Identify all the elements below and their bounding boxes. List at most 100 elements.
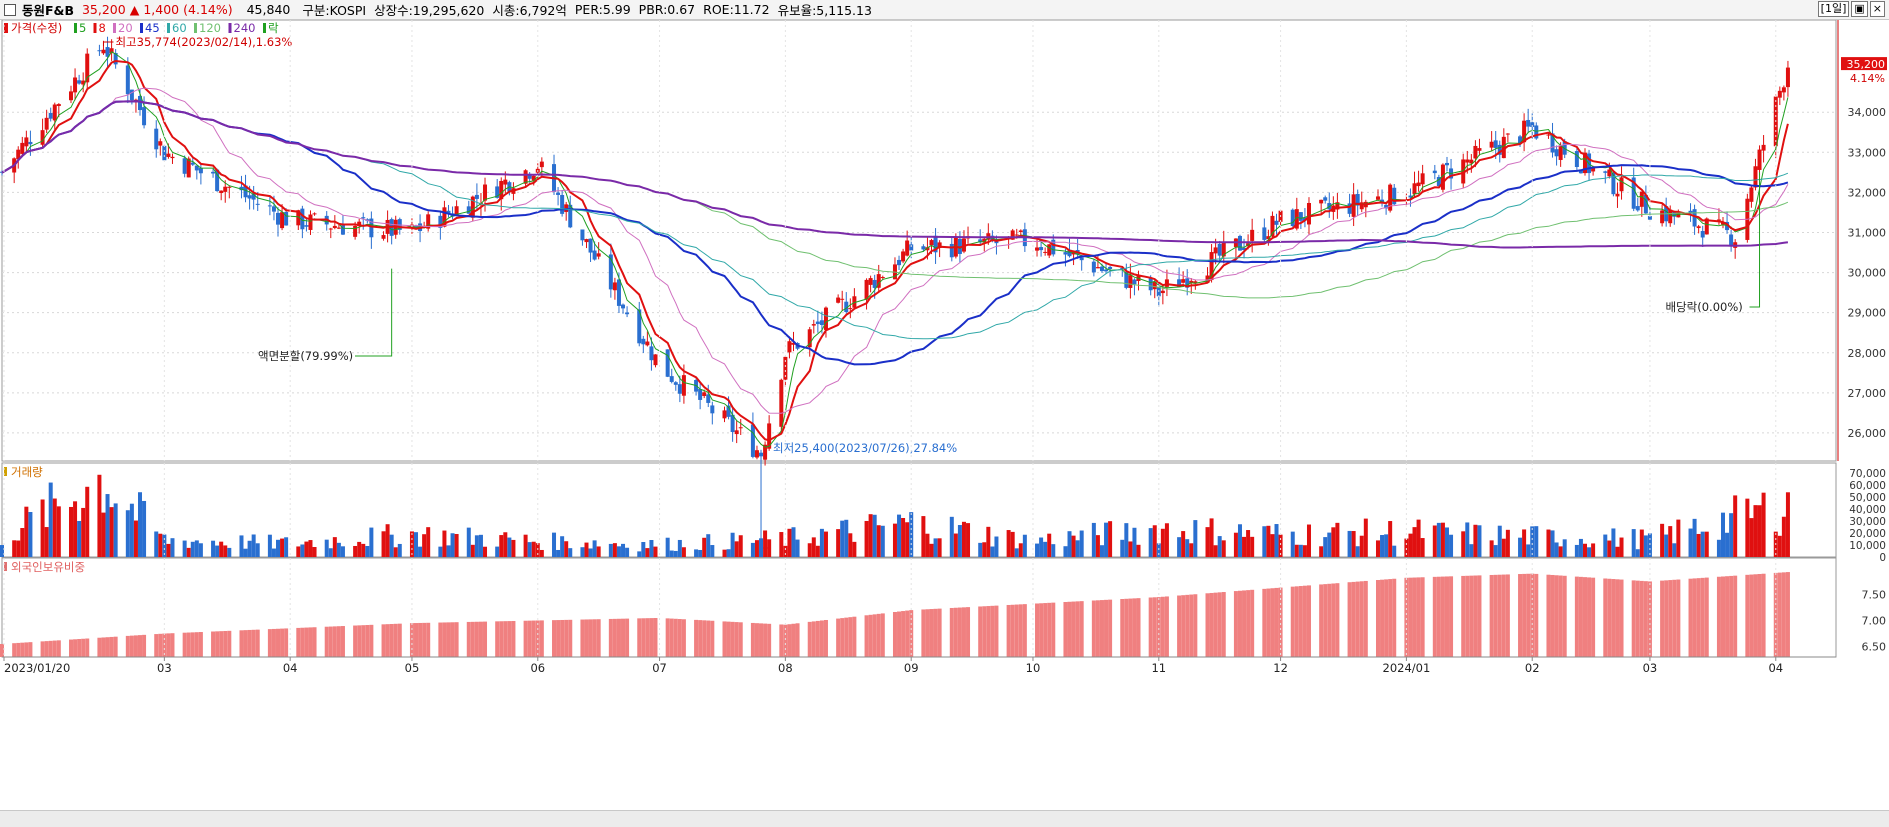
foreign-ratio-bar: [787, 624, 792, 657]
volume-bar: [710, 545, 715, 557]
foreign-ratio-bar: [129, 635, 134, 657]
foreign-ratio-bar: [961, 607, 966, 657]
foreign-ratio-bar: [361, 625, 366, 657]
foreign-ratio-bar: [1132, 598, 1137, 657]
volume-tick-label: 10,000: [1849, 540, 1886, 552]
volume-bar: [1043, 541, 1048, 557]
candle-body: [251, 193, 256, 200]
candle-body: [162, 145, 167, 161]
foreign-ratio-bar: [1177, 595, 1182, 657]
candle-body: [215, 169, 220, 192]
volume-bar: [637, 551, 642, 557]
stock-name[interactable]: 동원F&B: [22, 3, 74, 18]
candle-body: [1761, 144, 1766, 151]
volume-bar: [1035, 543, 1040, 557]
candle-body: [1104, 269, 1109, 272]
foreign-ratio-bar: [1720, 576, 1725, 657]
x-tick-label: 06: [530, 661, 545, 675]
volume-bar: [1156, 543, 1161, 557]
restore-icon[interactable]: ▣: [1851, 1, 1868, 17]
volume-legend: 거래량: [11, 465, 43, 479]
candle-body: [393, 219, 398, 235]
candle-body: [1392, 187, 1397, 205]
volume-bar: [588, 548, 593, 557]
foreign-ratio-bar: [1696, 578, 1701, 657]
volume-bar: [52, 498, 57, 557]
volume-bar: [219, 541, 224, 557]
candle-body: [978, 239, 983, 243]
candle-body: [1777, 90, 1782, 98]
select-checkbox[interactable]: [4, 3, 16, 16]
legend-ma-label: 20: [118, 21, 133, 35]
foreign-ratio-bar: [227, 630, 232, 657]
foreign-ratio-bar: [584, 619, 589, 657]
candle-body: [929, 240, 934, 246]
foreign-ratio-bar: [1505, 574, 1510, 657]
candle-body: [142, 107, 147, 126]
volume-bar: [1635, 549, 1640, 557]
foreign-ratio-bar: [580, 619, 585, 657]
foreign-ratio-bar: [1578, 576, 1583, 657]
foreign-ratio-bar: [1290, 586, 1295, 657]
candle-body: [101, 49, 106, 54]
candle-body: [361, 217, 366, 219]
period-button[interactable]: [1일]: [1817, 1, 1850, 17]
volume-bar: [730, 532, 735, 557]
volume-bar: [1047, 533, 1052, 557]
volume-bar: [783, 545, 788, 557]
price-tick-label: 31,000: [1848, 226, 1887, 239]
reserve-ratio: 유보율:5,115.13: [777, 3, 872, 18]
foreign-ratio-bar: [1639, 580, 1644, 657]
candle-body: [308, 214, 313, 230]
candle-body: [1647, 216, 1652, 220]
volume-bar: [568, 548, 573, 557]
close-icon[interactable]: ×: [1869, 1, 1885, 17]
volume-bar: [1363, 518, 1368, 557]
candle-body: [1497, 144, 1502, 155]
chart-scrollbar[interactable]: [0, 810, 1889, 827]
foreign-ratio-bar: [1384, 579, 1389, 657]
candle-body: [523, 170, 528, 184]
candle-body: [1607, 169, 1612, 177]
candle-body: [300, 208, 305, 230]
foreign-ratio-bar: [300, 627, 305, 657]
volume-bar: [1375, 540, 1380, 557]
volume-bar: [1359, 535, 1364, 557]
foreign-ratio-bar: [1359, 581, 1364, 657]
foreign-ratio-bar: [353, 625, 358, 657]
candle-body: [868, 278, 873, 285]
volume-bar: [645, 548, 650, 557]
volume-bar: [1071, 535, 1076, 557]
foreign-ratio-bar: [393, 623, 398, 657]
foreign-ratio-bar: [710, 620, 715, 657]
volume-bar: [336, 542, 341, 557]
foreign-ratio-bar: [284, 628, 289, 657]
candle-body: [1217, 243, 1222, 256]
volume-bar: [531, 541, 536, 557]
volume-bar: [1404, 538, 1409, 557]
volume-bar: [1160, 528, 1165, 557]
volume-bar: [535, 543, 540, 557]
volume-bar: [966, 523, 971, 557]
volume-bar: [1785, 492, 1790, 557]
volume-bar: [470, 544, 475, 557]
foreign-ratio-bar: [507, 621, 512, 657]
legend-marker: [194, 23, 197, 33]
stock-chart[interactable]: 26,000 27,000 28,000 29,000 30,000 31,000 32,0…: [0, 20, 1889, 810]
volume-bar: [474, 535, 479, 557]
foreign-ratio-bar: [726, 621, 731, 657]
volume-bar: [961, 521, 966, 557]
candle-body: [1692, 209, 1697, 227]
foreign-ratio-bar: [1777, 572, 1782, 657]
foreign-ratio-bar: [1209, 592, 1214, 657]
volume-bar: [694, 549, 699, 557]
foreign-ratio-bar: [905, 610, 910, 657]
volume-bar: [901, 517, 906, 557]
candle-body: [1619, 177, 1624, 192]
foreign-ratio-bar: [474, 621, 479, 657]
foreign-ratio-bar: [243, 630, 248, 657]
foreign-ratio-bar: [937, 608, 942, 657]
volume-bar: [1493, 545, 1498, 557]
foreign-ratio-bar: [669, 618, 674, 657]
price-legend: 가격(수정) 5 8 20 45 60 120 240 락: [4, 21, 279, 35]
